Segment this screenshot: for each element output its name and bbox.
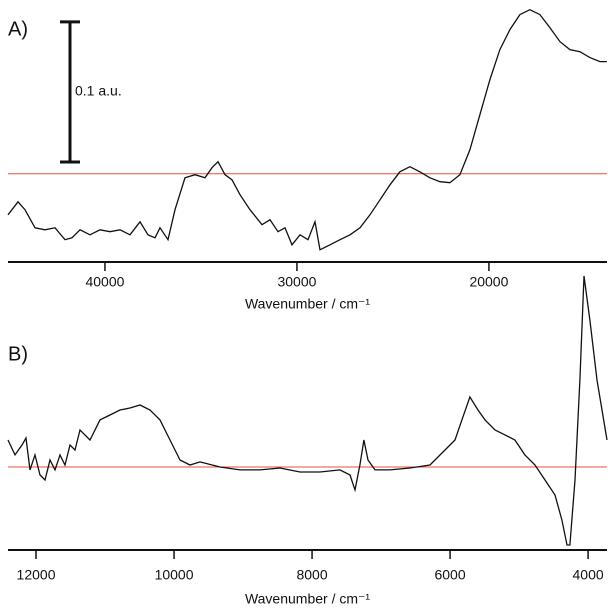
x-tick-label: 4000 [573,567,604,583]
data-line [7,275,608,546]
panel-label: A) [8,18,28,40]
x-tick-label: 12000 [17,567,56,583]
x-tick-label: 20000 [469,274,508,290]
x-tick-label: 30000 [277,274,316,290]
panel-label: B) [8,343,28,365]
x-tick-label: 8000 [296,567,327,583]
x-axis-label: Wavenumber / cm⁻¹ [245,296,370,312]
x-tick-label: 6000 [434,567,465,583]
x-axis-label: Wavenumber / cm⁻¹ [245,591,370,607]
scale-bar-label: 0.1 a.u. [75,83,122,99]
data-line [7,8,607,251]
x-tick-label: 10000 [155,567,194,583]
x-tick-label: 40000 [85,274,124,290]
